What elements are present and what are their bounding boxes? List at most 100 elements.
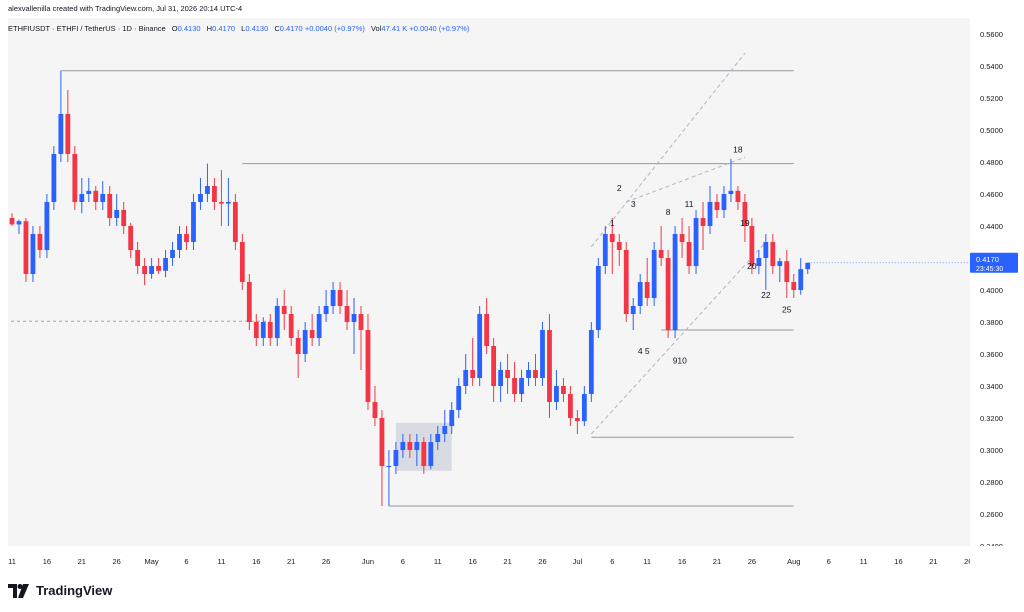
time-tick-label: 6 xyxy=(401,557,405,566)
candle-body xyxy=(177,234,182,250)
candle-body xyxy=(100,194,106,202)
candle-body xyxy=(316,314,322,338)
candle xyxy=(232,194,238,250)
vol-label: Vol xyxy=(370,24,382,33)
wave-label: 8 xyxy=(666,207,671,217)
time-tick-label: 16 xyxy=(678,557,686,566)
candle xyxy=(700,202,706,250)
candle xyxy=(191,194,196,250)
candle xyxy=(770,234,776,274)
candle xyxy=(407,434,413,458)
candle-body xyxy=(65,114,71,154)
candle-body xyxy=(170,250,175,258)
price-tick-label: 0.4400 xyxy=(980,222,1003,231)
candle-body xyxy=(274,306,280,338)
candle xyxy=(581,386,587,426)
candle xyxy=(784,250,790,298)
candle xyxy=(198,178,203,210)
candle-body xyxy=(260,322,266,338)
candle-body xyxy=(372,402,378,418)
candle-body xyxy=(428,442,434,466)
candle xyxy=(672,226,678,338)
candle-body xyxy=(512,378,517,394)
candle-body xyxy=(770,242,776,266)
candle xyxy=(386,450,392,506)
candle-body xyxy=(777,261,783,266)
time-tick-label: 11 xyxy=(218,557,226,566)
candle-body xyxy=(9,218,15,225)
candle xyxy=(128,222,134,258)
vol-value: 47.41 K xyxy=(381,24,408,33)
candle-body xyxy=(588,330,594,394)
wave-label: 19 xyxy=(740,218,750,228)
candle xyxy=(9,213,15,226)
candle xyxy=(212,178,217,210)
candle xyxy=(323,290,329,322)
candle xyxy=(302,322,308,362)
chart-area[interactable]: 1 2 3 4 5 8 9 10 11 18 19 20 22 25 xyxy=(5,18,970,546)
high-value: 0.4170 xyxy=(212,24,236,33)
candle-body xyxy=(288,314,294,338)
candle xyxy=(344,290,350,330)
candle-body xyxy=(756,258,762,266)
open-label: O xyxy=(171,24,178,33)
candle-body xyxy=(568,394,573,418)
candle-body xyxy=(679,234,685,242)
time-tick-label: 21 xyxy=(503,557,511,566)
candle-body xyxy=(721,194,727,210)
time-axis[interactable]: 11 16 21 26 May 6 11 16 21 26 Jun 6 11 16 21 26 Jul 6 11 16… xyxy=(8,548,970,578)
price-scale[interactable]: 0.5600 0.5400 0.5200 0.5000 0.4800 0.4600 0.44… xyxy=(970,18,1024,551)
candle xyxy=(100,181,106,210)
time-tick-label: 21 xyxy=(929,557,937,566)
candle xyxy=(491,338,497,402)
candle xyxy=(763,234,769,290)
price-tick-label: 0.5600 xyxy=(980,30,1003,39)
candle-body xyxy=(114,210,120,218)
candle-body xyxy=(37,234,43,250)
countdown-value: 23:45:30 xyxy=(976,266,1003,273)
high-label: H xyxy=(206,24,213,33)
time-tick-label: 26 xyxy=(113,557,121,566)
candle-body xyxy=(239,242,245,282)
wave-label: 22 xyxy=(761,290,771,300)
candle-body xyxy=(414,442,420,450)
candle xyxy=(693,210,699,274)
candle-body xyxy=(358,314,364,330)
candle xyxy=(107,186,113,226)
candle-body xyxy=(742,202,748,226)
candle xyxy=(44,194,50,258)
candle-body xyxy=(435,434,441,442)
price-tick-label: 0.3800 xyxy=(980,318,1003,327)
candle-body xyxy=(23,221,29,274)
candle xyxy=(79,178,85,214)
time-tick-label: 26 xyxy=(748,557,756,566)
candle xyxy=(568,386,573,426)
candle xyxy=(630,298,636,330)
price-tick-label: 0.4000 xyxy=(980,286,1003,295)
candle-body xyxy=(400,442,406,450)
candle-body xyxy=(93,190,99,202)
candle xyxy=(16,219,22,234)
candle-body xyxy=(365,330,371,402)
candle-body xyxy=(735,190,741,202)
candle xyxy=(616,234,622,266)
candle-body xyxy=(421,442,427,466)
last-price-badge xyxy=(970,252,1018,273)
candle-body xyxy=(574,418,580,422)
time-tick-label: 11 xyxy=(8,557,16,566)
time-tick-label: Aug xyxy=(787,557,800,566)
candle-body xyxy=(630,306,636,314)
candle-body xyxy=(86,190,92,194)
candlestick-chart[interactable]: 1 23 4 5 8 9 10 11 18 19 20 22 25 xyxy=(5,18,970,546)
candle xyxy=(330,282,336,314)
candle-body xyxy=(351,314,357,322)
candle-body xyxy=(644,282,650,298)
price-axis[interactable]: 0.5600 0.5400 0.5200 0.5000 0.4800 0.4600 0.44… xyxy=(970,18,1024,551)
wave-label: 18 xyxy=(733,144,743,154)
candle-body xyxy=(700,218,706,226)
candle xyxy=(540,322,545,386)
candle xyxy=(260,317,266,346)
candle-body xyxy=(581,394,587,422)
candle-body xyxy=(128,226,134,250)
candle-body xyxy=(609,234,615,242)
